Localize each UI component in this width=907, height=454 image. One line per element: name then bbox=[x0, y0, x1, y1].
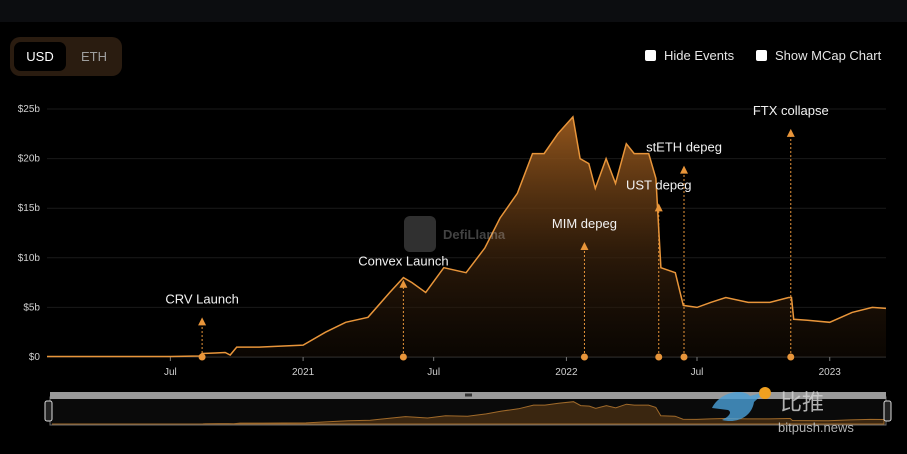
event-marker[interactable]: UST depeg bbox=[626, 177, 692, 361]
event-arrow-icon bbox=[198, 317, 207, 326]
defillama-watermark-text: DefiLlama bbox=[443, 227, 506, 242]
hide-events-label: Hide Events bbox=[664, 48, 735, 63]
tvl-line bbox=[47, 115, 887, 358]
event-dot[interactable] bbox=[787, 353, 795, 361]
event-dot[interactable] bbox=[399, 353, 407, 361]
event-marker[interactable]: stETH depeg bbox=[646, 140, 722, 361]
y-tick-label: $25b bbox=[18, 104, 41, 115]
x-tick-label: Jul bbox=[691, 367, 704, 378]
event-dot[interactable] bbox=[580, 353, 588, 361]
x-tick-label: 2021 bbox=[292, 367, 315, 378]
bitpush-watermark: 比推 bitpush.news bbox=[712, 387, 854, 435]
event-arrow-icon bbox=[580, 242, 589, 251]
event-marker[interactable]: FTX collapse bbox=[753, 103, 829, 361]
tvl-area bbox=[47, 116, 886, 358]
show-mcap-option[interactable]: Show MCap Chart bbox=[756, 48, 881, 63]
event-dot[interactable] bbox=[655, 353, 663, 361]
event-marker[interactable]: MIM depeg bbox=[552, 216, 617, 361]
y-tick-label: $5b bbox=[23, 302, 40, 313]
event-dot[interactable] bbox=[680, 353, 688, 361]
minimap-area bbox=[52, 401, 885, 425]
event-arrow-icon bbox=[654, 203, 663, 212]
defillama-watermark: DefiLlama bbox=[404, 216, 506, 252]
event-label: Convex Launch bbox=[358, 254, 448, 269]
bitpush-site-text: bitpush.news bbox=[778, 420, 854, 435]
llama-logo-icon bbox=[404, 216, 436, 252]
x-tick-label: 2022 bbox=[555, 367, 578, 378]
y-tick-label: $20b bbox=[18, 154, 41, 165]
y-tick-label: $0 bbox=[29, 352, 41, 363]
brush-grip-icon[interactable] bbox=[465, 393, 472, 397]
event-label: MIM depeg bbox=[552, 216, 617, 231]
show-mcap-checkbox[interactable] bbox=[756, 50, 767, 61]
event-dot[interactable] bbox=[198, 353, 206, 361]
usd-toggle-button[interactable]: USD bbox=[14, 42, 66, 71]
event-label: CRV Launch bbox=[165, 291, 238, 306]
brush-right-handle[interactable] bbox=[883, 400, 892, 422]
x-axis: Jul 2021 Jul 2022 Jul 2023 bbox=[47, 356, 886, 378]
bird-logo-icon bbox=[712, 392, 765, 422]
hide-events-checkbox[interactable] bbox=[645, 50, 656, 61]
bitcoin-badge-icon bbox=[759, 387, 771, 399]
hide-events-option[interactable]: Hide Events bbox=[645, 48, 734, 63]
event-label: UST depeg bbox=[626, 177, 692, 192]
event-arrow-icon bbox=[786, 128, 795, 137]
event-label: FTX collapse bbox=[753, 103, 829, 118]
brush-left-handle[interactable] bbox=[44, 400, 53, 422]
event-marker[interactable]: Convex Launch bbox=[358, 254, 449, 361]
event-marker[interactable]: CRV Launch bbox=[165, 291, 239, 361]
event-label: stETH depeg bbox=[646, 140, 722, 155]
x-tick-label: Jul bbox=[164, 367, 177, 378]
x-tick-label: Jul bbox=[427, 367, 440, 378]
currency-toggle: USD ETH bbox=[10, 37, 122, 76]
top-bar bbox=[0, 0, 907, 22]
eth-toggle-button[interactable]: ETH bbox=[81, 49, 107, 64]
event-arrow-icon bbox=[399, 279, 408, 288]
show-mcap-label: Show MCap Chart bbox=[775, 48, 882, 63]
bitpush-cn-text: 比推 bbox=[780, 390, 824, 415]
x-tick-label: 2023 bbox=[819, 367, 842, 378]
events-layer: CRV Launch Convex Launch MIM depeg UST depe… bbox=[165, 103, 829, 361]
y-tick-label: $10b bbox=[18, 253, 41, 264]
y-axis: $0 $5b $10b $15b $20b $25b bbox=[18, 104, 41, 363]
y-tick-label: $15b bbox=[18, 203, 41, 214]
event-arrow-icon bbox=[680, 165, 689, 174]
